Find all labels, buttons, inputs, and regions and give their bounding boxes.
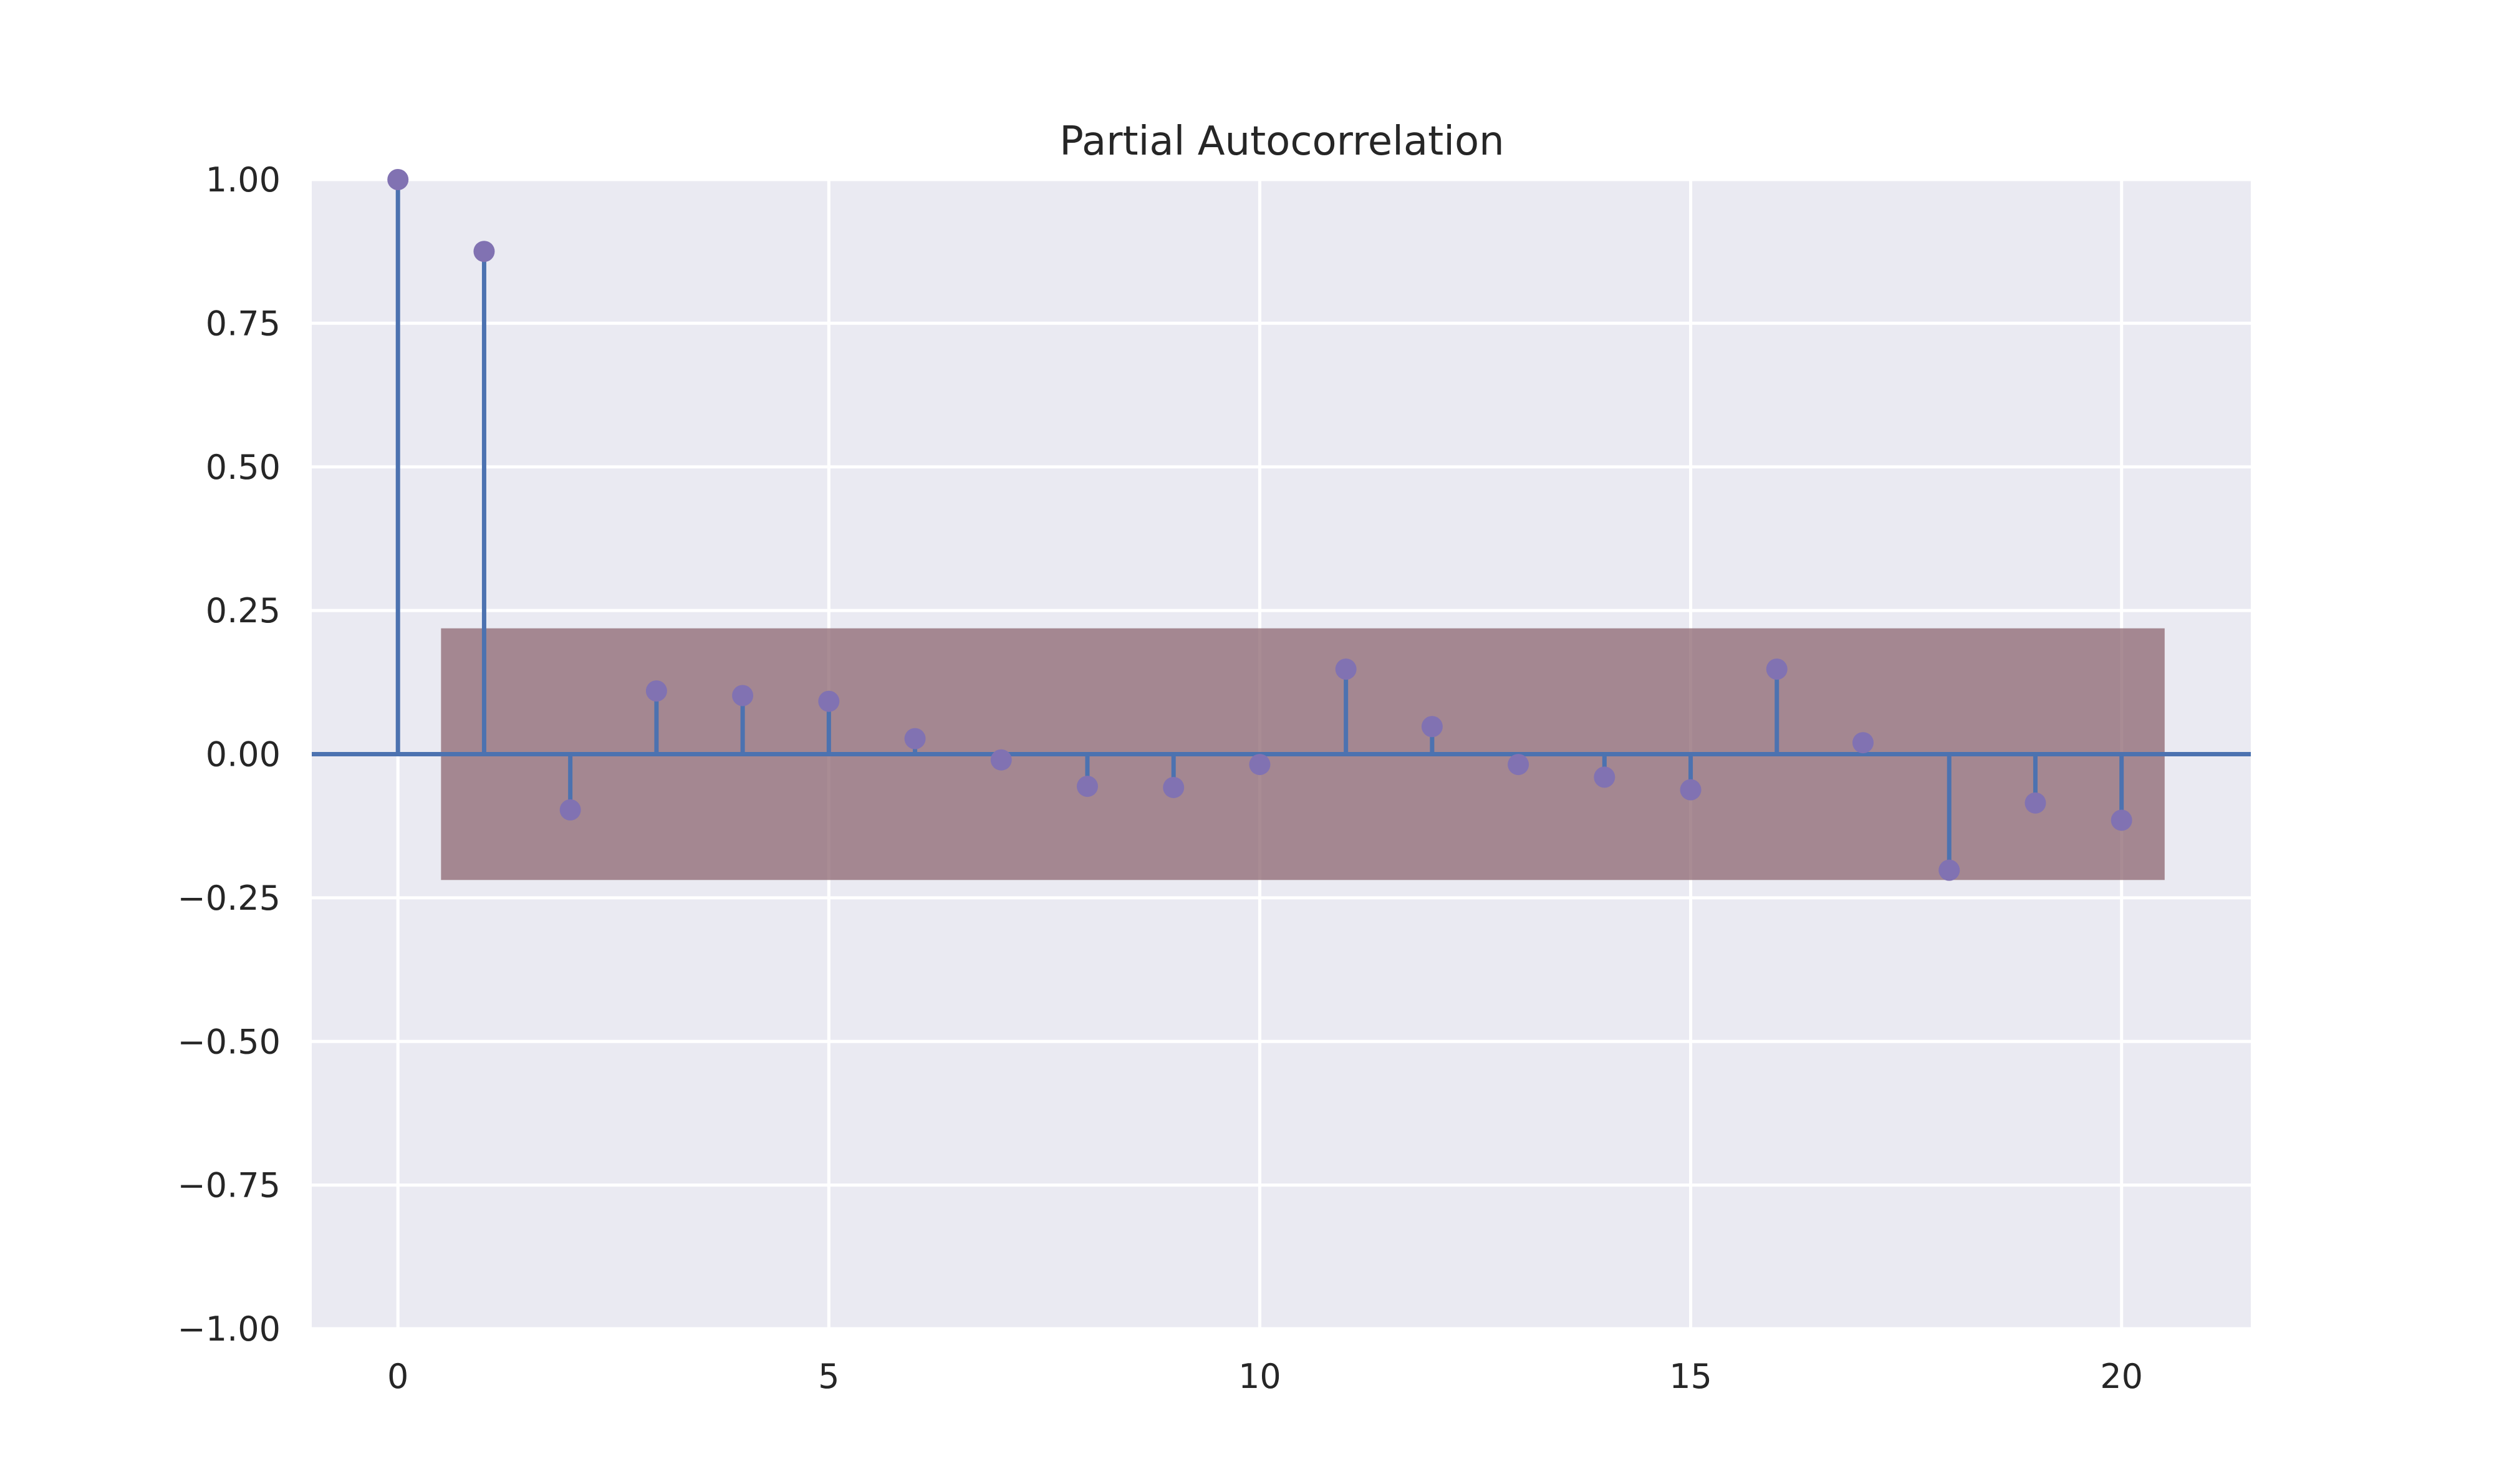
stem-marker [732,685,754,706]
stem-marker [645,680,667,702]
stem-marker [1163,776,1185,798]
stem-marker [2025,792,2046,814]
stem-marker [990,749,1012,771]
stem-marker [1335,658,1357,680]
x-tick-label: 15 [1669,1357,1712,1396]
stem-marker [1766,658,1788,680]
chart-title: Partial Autocorrelation [1059,118,1504,165]
y-tick-label: −0.50 [178,1022,281,1061]
stem-marker [1508,754,1529,776]
y-tick-label: 0.50 [206,448,281,487]
y-tick-label: 0.25 [206,591,281,630]
stem-marker [1077,776,1098,797]
y-tick-label: −0.25 [178,879,281,918]
x-tick-label: 5 [818,1357,839,1396]
x-tick-label: 0 [387,1357,408,1396]
x-tick-label: 10 [1238,1357,1281,1396]
stem-markers [387,169,2132,881]
stem-marker [1594,766,1615,788]
x-tick-label: 20 [2100,1357,2143,1396]
x-tick-labels: 0 5 10 15 20 [387,1357,2143,1396]
y-tick-label: 0.75 [206,304,281,343]
y-tick-labels: 1.00 0.75 0.50 0.25 0.00 −0.25 −0.50 −0.75 −1.00 [178,160,281,1349]
stem-marker [818,690,840,712]
y-tick-label: −0.75 [178,1166,281,1205]
stem-marker [473,241,495,263]
stem-marker [387,169,409,190]
y-tick-label: 1.00 [206,160,281,200]
stem-marker [1852,732,1874,754]
stem-marker [1938,859,1960,881]
stem-marker [1421,716,1443,738]
stem-marker [2111,809,2132,831]
stem-marker [1680,779,1702,801]
y-tick-label: −1.00 [178,1309,281,1349]
y-tick-label: 0.00 [206,735,281,774]
stem-marker [904,728,926,749]
stem-marker [1249,754,1271,776]
stem-marker [559,799,581,821]
